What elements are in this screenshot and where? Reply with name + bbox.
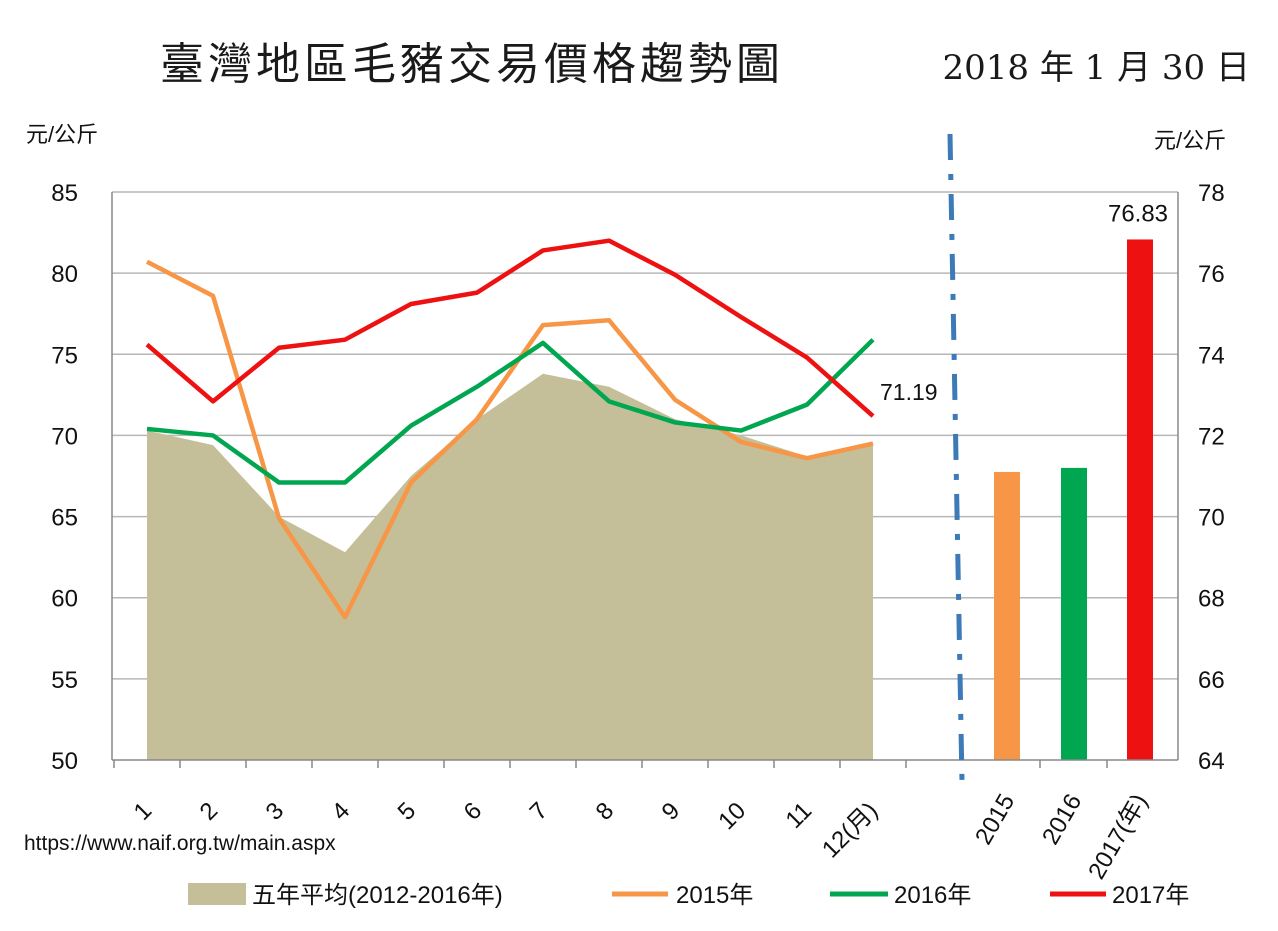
left-tick-65: 65	[51, 505, 78, 532]
x-tick-12(月): 12(月)	[817, 797, 883, 863]
right-tick-76: 76	[1198, 261, 1225, 288]
bar-2015	[994, 471, 1020, 760]
five-year-average-area	[147, 373, 873, 760]
year-tick-2016: 2016	[1037, 790, 1087, 850]
bar-label-2017(年): 76.83	[1108, 200, 1168, 227]
right-tick-68: 68	[1198, 586, 1225, 613]
right-axis-label: 元/公斤	[1154, 128, 1226, 153]
area-five-year-average	[147, 373, 873, 760]
left-axis-label: 元/公斤	[26, 122, 98, 147]
bar-2017(年)	[1127, 239, 1153, 760]
series-line-2016年	[146, 338, 875, 485]
right-tick-70: 70	[1198, 505, 1225, 532]
legend-swatch-average	[188, 883, 246, 905]
x-tick-1: 1	[129, 797, 158, 826]
divider-line	[947, 133, 965, 783]
series-line-2015年	[145, 259, 874, 620]
left-tick-80: 80	[51, 261, 78, 288]
x-tick-6: 6	[459, 797, 488, 826]
legend: 五年平均(2012-2016年) 2015年 2016年 2017年	[188, 882, 1189, 909]
bar-2016	[1061, 467, 1087, 760]
right-tick-64: 64	[1198, 748, 1225, 775]
x-tick-8: 8	[591, 797, 620, 826]
x-tick-4: 4	[327, 797, 356, 826]
year-tick-2015: 2015	[970, 790, 1020, 850]
left-tick-55: 55	[51, 667, 78, 694]
right-tick-74: 74	[1198, 342, 1225, 369]
legend-label-2017: 2017年	[1112, 882, 1189, 909]
right-tick-66: 66	[1198, 667, 1225, 694]
x-tick-10: 10	[713, 797, 751, 835]
chart-date: 2018 年 1 月 30 日	[942, 48, 1250, 88]
source-url: https://www.naif.org.tw/main.aspx	[24, 832, 336, 855]
legend-label-average: 五年平均(2012-2016年)	[252, 882, 503, 909]
right-tick-78: 78	[1198, 180, 1225, 207]
right-tick-72: 72	[1198, 423, 1225, 450]
series-line-2017年	[145, 238, 875, 418]
x-tick-3: 3	[261, 797, 290, 826]
left-tick-50: 50	[51, 748, 78, 775]
x-tick-7: 7	[525, 797, 554, 826]
left-tick-60: 60	[51, 586, 78, 613]
x-tick-11: 11	[781, 797, 818, 834]
annotation-71-19: 71.19	[880, 379, 938, 405]
year-tick-2017(年): 2017(年)	[1083, 790, 1153, 884]
legend-label-2015: 2015年	[676, 882, 753, 909]
legend-label-2016: 2016年	[894, 882, 971, 909]
annual-bars: 76.83	[994, 200, 1168, 760]
left-tick-70: 70	[51, 423, 78, 450]
x-tick-9: 9	[657, 797, 686, 826]
x-tick-2: 2	[195, 797, 224, 826]
left-tick-85: 85	[51, 180, 78, 207]
chart-title: 臺灣地區毛豬交易價格趨勢圖	[160, 39, 784, 90]
line-series	[145, 238, 875, 620]
x-tick-5: 5	[393, 797, 422, 826]
left-tick-75: 75	[51, 342, 78, 369]
